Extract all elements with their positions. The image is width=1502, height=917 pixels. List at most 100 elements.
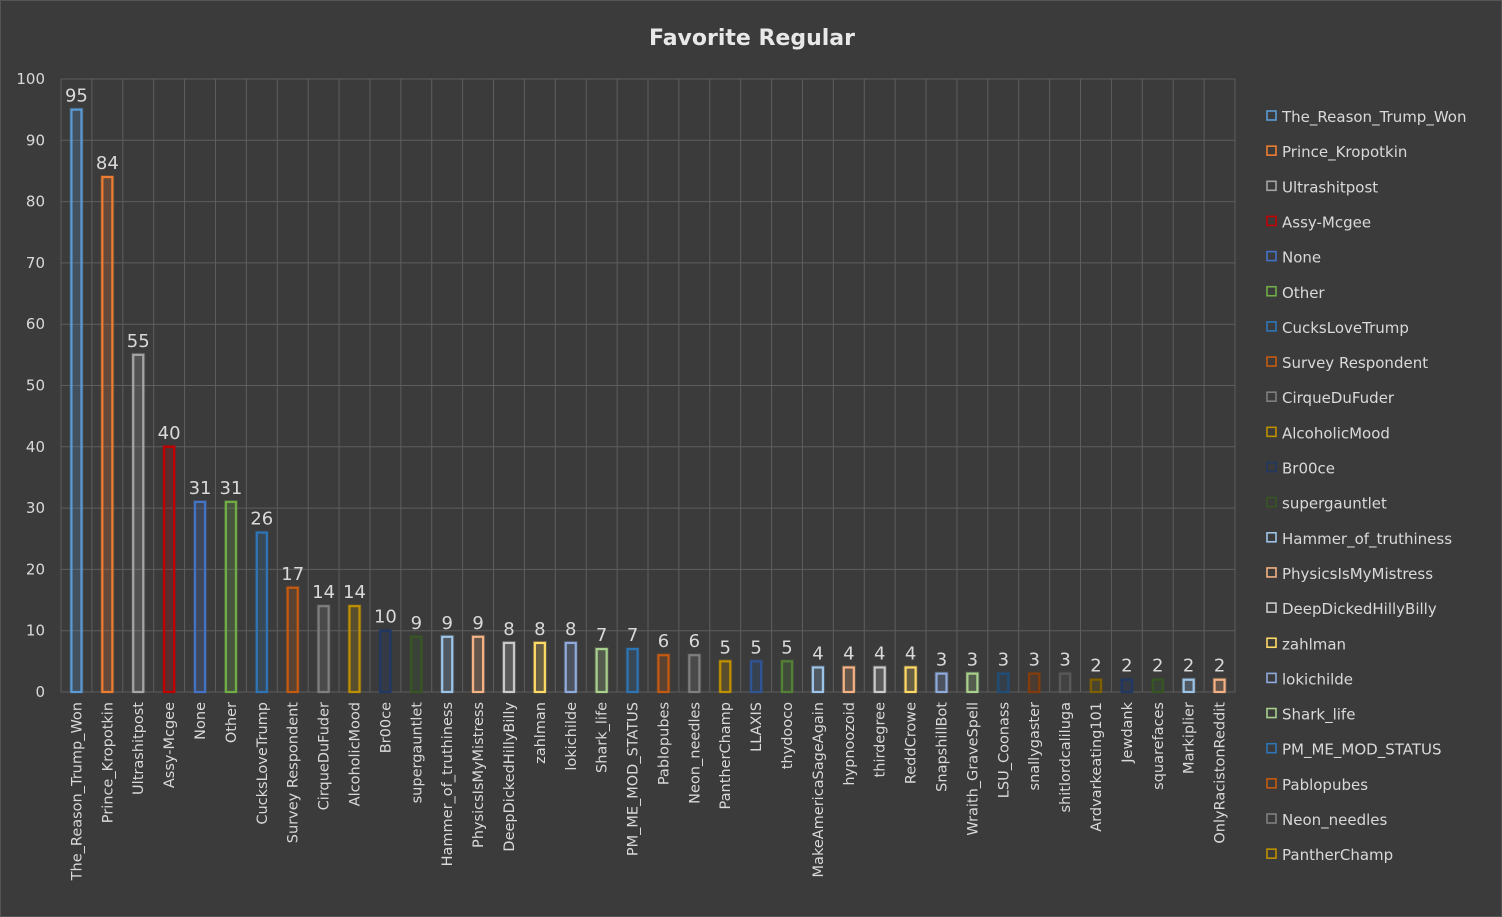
legend-swatch — [1266, 602, 1277, 613]
bar — [1151, 678, 1164, 694]
y-tick-label: 30 — [26, 499, 45, 517]
bar — [873, 666, 886, 694]
legend-swatch — [1266, 496, 1277, 508]
legend-swatch — [1266, 391, 1277, 403]
bars — [69, 107, 1227, 694]
x-category-label: squarefaces — [1151, 702, 1167, 790]
legend-swatch — [1266, 461, 1277, 473]
data-label: 9 — [441, 613, 452, 634]
data-label: 55 — [127, 331, 150, 352]
legend: The_Reason_Trump_Won Prince_Kropotkin Ultr… — [1266, 108, 1466, 864]
bar-glow — [687, 653, 702, 692]
bar-glow — [471, 634, 486, 692]
legend-label: Assy-Mcgee — [1282, 213, 1371, 231]
bar — [904, 666, 917, 694]
bar — [533, 641, 546, 694]
bar-glow — [1088, 677, 1103, 692]
bar-glow — [810, 665, 825, 692]
x-category-label: Hammer_of_truthiness — [440, 702, 456, 866]
x-category-label: Shark_life — [595, 702, 611, 773]
x-category-label: Ardvarkeating101 — [1089, 702, 1105, 832]
bar — [750, 660, 763, 694]
legend-label: PantherChamp — [1282, 846, 1393, 864]
data-label: 4 — [812, 643, 823, 664]
bar-glow — [285, 585, 300, 692]
legend-label: Prince_Kropotkin — [1282, 143, 1407, 162]
bar-glow — [100, 175, 115, 692]
data-label: 2 — [1214, 656, 1225, 677]
x-category-label: PantherChamp — [718, 702, 734, 809]
legend-swatch — [1266, 110, 1277, 121]
bar-glow — [996, 671, 1011, 692]
data-label: 10 — [374, 607, 397, 628]
data-label: 4 — [874, 643, 885, 664]
bar-glow — [347, 604, 362, 692]
data-label: 7 — [627, 625, 638, 646]
bar — [1058, 672, 1072, 694]
data-label: 8 — [503, 619, 514, 640]
x-category-label: OnlyRacistonReddit — [1213, 702, 1229, 844]
bar-glow — [594, 647, 609, 692]
data-label: 2 — [1183, 656, 1194, 677]
bar — [935, 672, 948, 694]
data-label: 17 — [281, 564, 304, 585]
legend-label: PM_ME_MOD_STATUS — [1282, 741, 1442, 760]
bar — [595, 647, 608, 694]
legend-label: The_Reason_Trump_Won — [1281, 108, 1466, 127]
bar — [163, 445, 176, 694]
x-category-label: shitlordcaliluga — [1058, 702, 1074, 813]
bar — [70, 108, 83, 694]
bar — [502, 641, 516, 694]
bar — [1182, 678, 1195, 694]
x-category-label: AlcoholicMood — [348, 702, 364, 806]
data-label: 2 — [1090, 656, 1101, 677]
legend-swatch — [1266, 321, 1277, 332]
y-axis-ticks: 0 10 20 30 40 50 60 70 80 90 100 — [16, 70, 45, 701]
legend-swatch — [1266, 637, 1277, 649]
legend-label: Pablopubes — [1282, 776, 1368, 794]
x-category-label: Other — [224, 702, 240, 743]
bar — [1120, 678, 1133, 694]
bar-glow — [223, 499, 238, 692]
x-category-label: Jewdank — [1120, 701, 1136, 763]
bar — [966, 672, 979, 694]
bar-glow — [718, 659, 733, 692]
data-label: 6 — [658, 631, 669, 652]
data-label: 8 — [565, 619, 576, 640]
bar — [379, 629, 392, 694]
x-category-label: thirdegree — [873, 702, 889, 778]
bar — [101, 175, 114, 694]
bar — [811, 666, 825, 694]
data-label: 14 — [312, 582, 335, 603]
x-category-label: CirqueDuFuder — [317, 702, 333, 810]
legend-label: supergauntlet — [1282, 495, 1387, 513]
legend-swatch — [1266, 215, 1277, 227]
bar-glow — [934, 671, 949, 692]
data-label: 3 — [1059, 650, 1070, 671]
bar-glow — [532, 640, 547, 692]
legend-swatch — [1266, 285, 1277, 297]
bar — [688, 654, 701, 694]
data-label: 95 — [65, 86, 88, 107]
legend-label: Neon_needles — [1282, 811, 1388, 830]
bar-glow — [1027, 671, 1042, 692]
bar — [471, 635, 485, 694]
legend-swatch — [1266, 250, 1277, 262]
x-category-label: PM_ME_MOD_STATUS — [626, 702, 642, 856]
data-label: 4 — [843, 643, 854, 664]
legend-label: Hammer_of_truthiness — [1282, 530, 1452, 549]
x-category-label: SnapshillBot — [935, 702, 951, 792]
legend-label: Br00ce — [1282, 460, 1335, 478]
bar — [1213, 678, 1226, 694]
bar — [317, 605, 330, 694]
bar-glow — [193, 499, 208, 692]
data-label: 3 — [967, 650, 978, 671]
bar — [657, 654, 670, 694]
x-category-label: Br00ce — [378, 702, 394, 753]
x-category-label: PhysicsIsMyMistress — [471, 702, 487, 848]
x-category-label: MakeAmericaSageAgain — [811, 702, 827, 877]
bar — [719, 660, 732, 694]
legend-label: CucksLoveTrump — [1282, 319, 1409, 337]
x-category-label: Pablopubes — [656, 702, 672, 785]
bar — [132, 353, 145, 694]
